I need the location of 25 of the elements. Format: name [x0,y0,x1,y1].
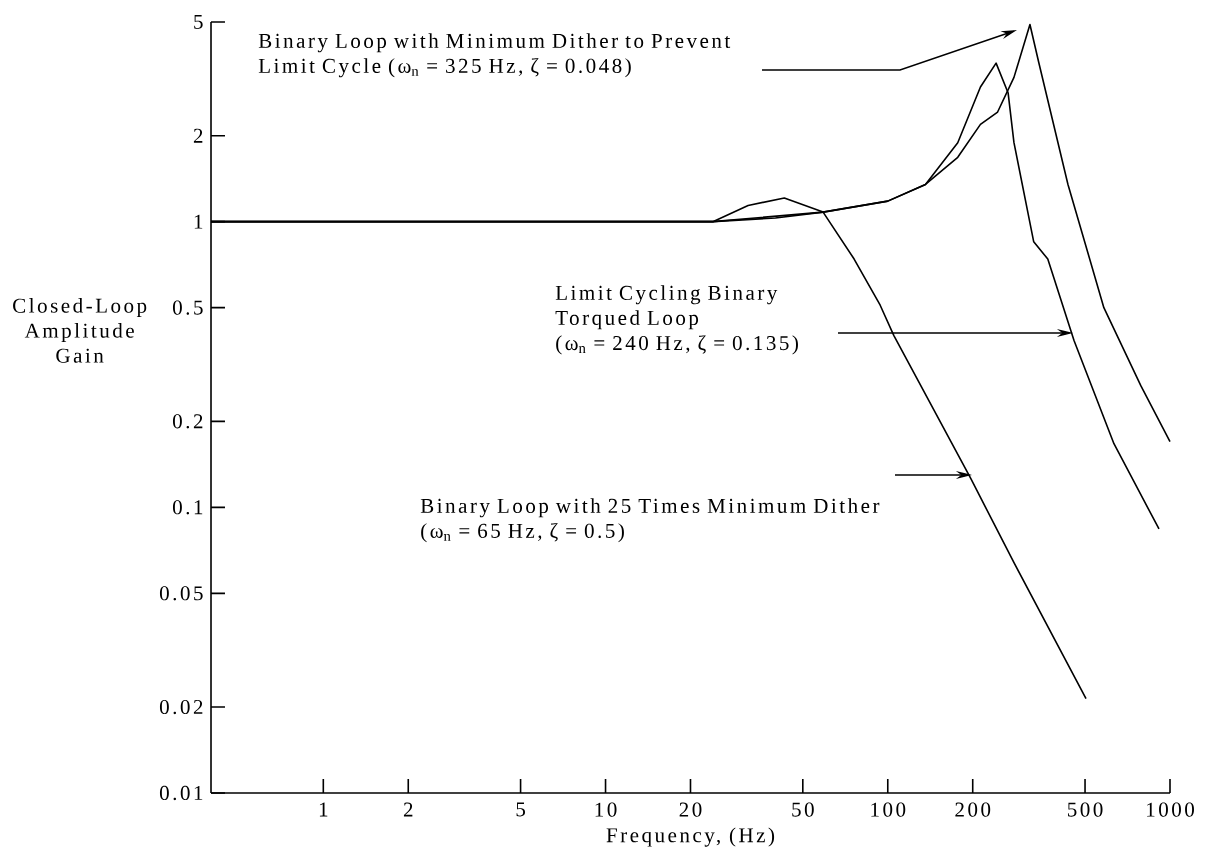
y-tick-label: 0.5 [172,300,203,315]
y-tick-label: 5 [194,15,203,29]
annotation: Binary Loop with 25 Times Minimum Dither (ω$_{n}$ = 65 Hz, ζ = 0.5) [420,498,880,543]
x-tick-label: 100 [871,802,906,817]
x-tick-label: 50 [792,802,814,817]
x-axis-title: Frequency, (Hz) [606,827,775,847]
x-tick-label: 20 [679,802,702,817]
y-axis-title: Closed-Loop Amplitude Gain [13,298,147,363]
y-tick-label: 0.05 [159,586,203,601]
annotation: (ω$_{n}$ = 240 Hz, ζ = 0.135) [556,335,798,355]
x-tick-label: 200 [955,802,991,817]
y-tick-label: 1 [194,214,203,229]
x-tick-label: 2 [403,802,413,817]
annotation: Binary Loop with Minimum Dither to Prevent Limit Cycle (ω$_{n}$ = 325 Hz, ζ = 0.048) [258,33,731,78]
x-tick-label: 500 [1067,802,1103,817]
x-tick-label: 5 [516,802,526,817]
x-tick-label: 10 [595,802,617,817]
y-tick-label: 0.02 [159,699,203,715]
annotation: Limit Cycling Binary Torqued Loop [555,285,778,330]
x-tick-label: 1 [319,802,328,817]
y-tick-label: 0.2 [172,414,203,429]
y-tick-label: 2 [193,128,203,143]
y-tick-label: 0.01 [159,785,203,801]
x-tick-label: 1000 [1147,802,1194,817]
y-tick-label: 0.1 [172,500,203,515]
